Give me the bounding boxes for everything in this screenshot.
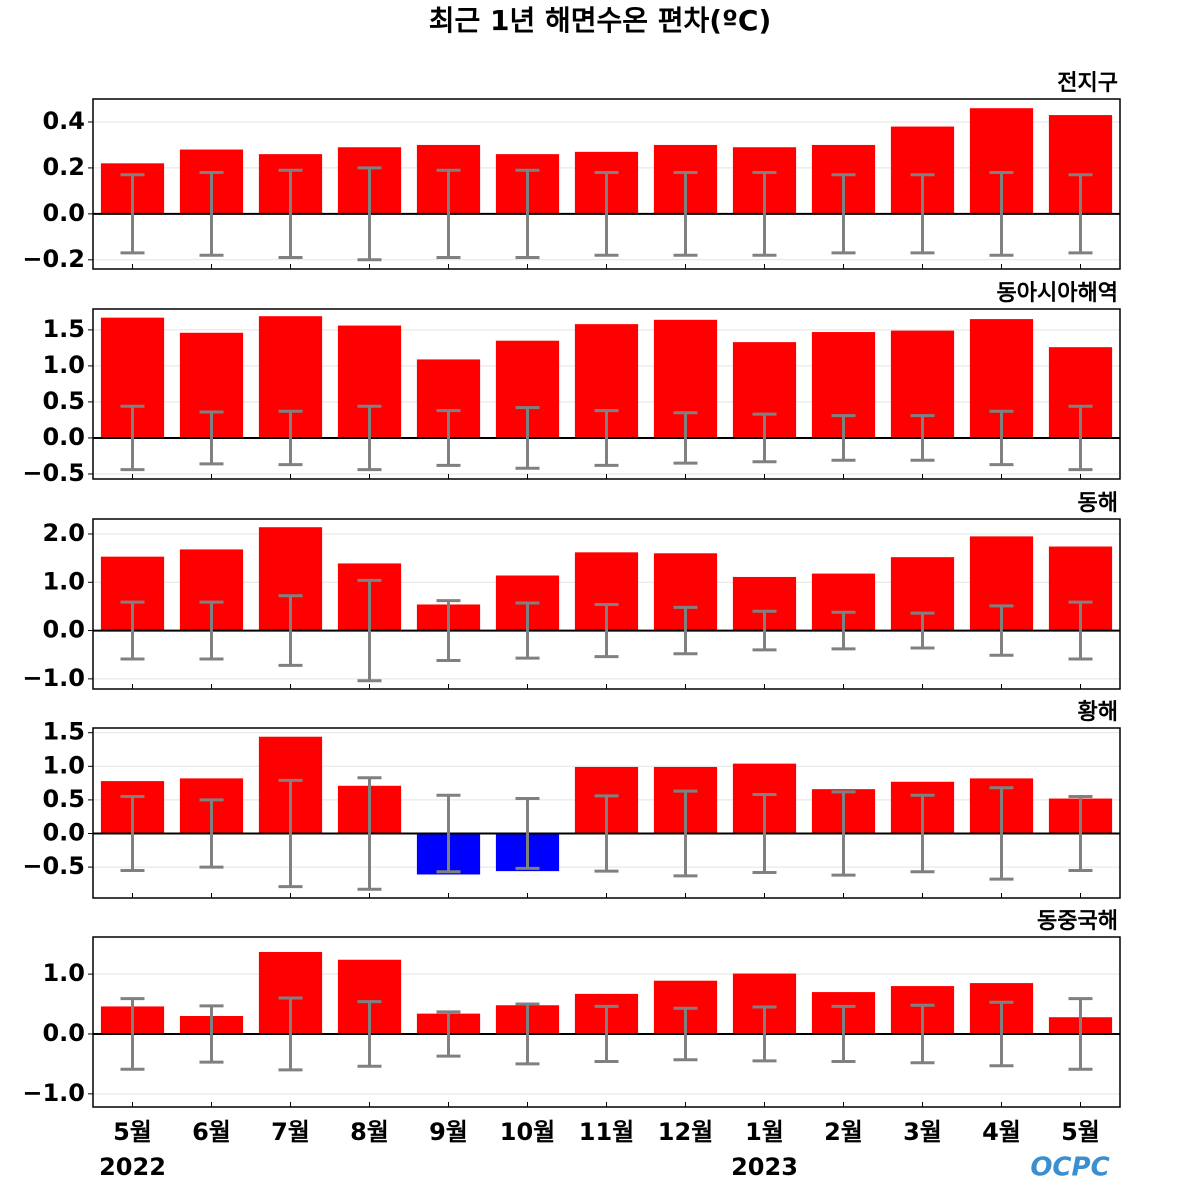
plot-frame [92, 936, 1121, 1108]
plot-frame [92, 518, 1121, 690]
x-tick-label: 9월 [429, 1118, 468, 1146]
x-tick-label: 2월 [824, 1118, 863, 1146]
y-tick-label: 0.0 [42, 199, 85, 227]
y-tick-label: −0.5 [22, 852, 85, 880]
y-tick-label: −1.0 [22, 1079, 85, 1107]
x-tick-label: 10월 [500, 1118, 555, 1146]
chart-title: 최근 1년 해면수온 편차(ºC) [429, 4, 772, 37]
y-tick-label: 1.0 [42, 751, 85, 779]
y-tick-label: −0.5 [22, 459, 85, 487]
y-tick-label: 0.5 [42, 785, 85, 813]
panel-title: 동해 [1078, 491, 1118, 516]
y-tick-label: 1.0 [42, 567, 85, 595]
y-tick-label: 0.5 [42, 387, 85, 415]
x-tick-label: 3월 [903, 1118, 942, 1146]
x-tick-label: 8월 [350, 1118, 389, 1146]
y-tick-label: 0.0 [42, 616, 85, 644]
y-tick-label: 0.4 [42, 107, 85, 135]
panel-title: 전지구 [1057, 71, 1118, 96]
x-tick-label: 5월 [1061, 1118, 1100, 1146]
y-tick-label: 0.2 [42, 153, 85, 181]
plot-frame [92, 98, 1121, 270]
y-tick-label: 2.0 [42, 519, 85, 547]
y-tick-label: 0.0 [42, 423, 85, 451]
panel-title: 동중국해 [1037, 909, 1118, 934]
y-tick-label: 1.0 [42, 959, 85, 987]
y-tick-label: −1.0 [22, 664, 85, 692]
x-tick-label: 12월 [658, 1118, 713, 1146]
y-tick-label: 0.0 [42, 818, 85, 846]
x-tick-label: 7월 [271, 1118, 310, 1146]
y-tick-label: −0.2 [22, 245, 85, 273]
x-tick-label: 1월 [745, 1118, 784, 1146]
panel-title: 동아시아해역 [997, 281, 1118, 306]
year-label: 2023 [731, 1153, 798, 1181]
x-tick-label: 4월 [982, 1118, 1021, 1146]
y-tick-label: 0.0 [42, 1019, 85, 1047]
year-label: 2022 [99, 1153, 166, 1181]
panel-title: 황해 [1078, 700, 1118, 725]
y-tick-label: 1.5 [42, 315, 85, 343]
plot-frame [92, 308, 1121, 480]
x-tick-label: 11월 [579, 1118, 634, 1146]
logo: OCPC [1030, 1153, 1109, 1183]
y-tick-label: 1.0 [42, 351, 85, 379]
x-tick-label: 5월 [113, 1118, 152, 1146]
x-tick-label: 6월 [192, 1118, 231, 1146]
y-tick-label: 1.5 [42, 718, 85, 746]
plot-frame [92, 727, 1121, 899]
